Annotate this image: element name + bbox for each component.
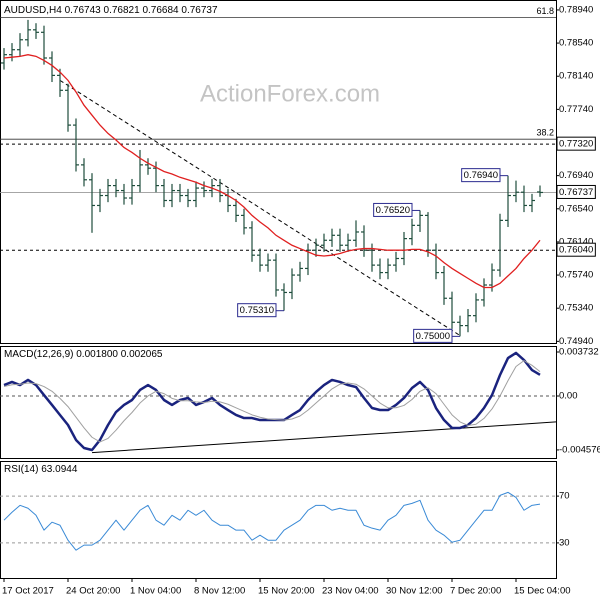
last-low: 0.76684 [142,5,179,16]
y-tick-label: 30 [559,537,570,548]
last-open: 0.76743 [65,5,102,16]
annotation-label: 0.76940 [464,170,498,181]
x-tick-label: 23 Nov 04:00 [322,586,379,597]
y-tick-label: 0.76540 [559,203,593,214]
y-tick-label: -0.004576 [559,444,600,455]
last-high: 0.76821 [104,5,141,16]
y-tick-label: 0.75340 [559,303,593,314]
panel-frame [0,461,557,579]
fib-label: 61.8 [536,6,554,16]
annotation-label: 0.75000 [416,331,450,342]
x-tick-label: 24 Oct 20:00 [66,586,120,597]
level-label: 0.76040 [559,245,593,256]
x-tick-label: 7 Dec 20:00 [450,586,501,597]
series-line [3,491,541,551]
macd-title: MACD(12,26,9) [4,349,73,360]
rsi-last: 63.0944 [41,464,78,475]
annotation-label: 0.75310 [240,305,274,316]
x-tick-label: 8 Nov 12:00 [194,586,245,597]
y-tick-label: 0.74940 [559,336,593,347]
y-tick-label: 0.78940 [559,4,593,15]
y-tick-label: 0.76940 [559,170,593,181]
x-tick-label: 15 Nov 20:00 [258,586,315,597]
panel-frame [0,0,557,344]
level-label: 0.77320 [559,139,593,150]
trendline [91,421,557,454]
macd-header: MACD(12,26,9) 0.001800 0.002065 [4,349,163,360]
macd-last: 0.001800 [76,349,118,360]
y-tick-label: 0.78540 [559,38,593,49]
y-tick-label: 0.003732 [559,347,599,358]
level-label-box [556,136,596,151]
panel-frame [0,346,557,459]
y-tick-label: 70 [559,491,570,502]
rsi-header: RSI(14) 63.0944 [4,464,78,475]
watermark: ActionForex.com [200,80,380,107]
symbol: AUDUSD,H4 [4,5,62,16]
series-line [3,351,541,452]
fib-label: 38.2 [536,128,554,138]
current-price-label: 0.76737 [559,187,593,198]
moving-average [3,54,541,289]
price-header: AUDUSD,H4 0.76743 0.76821 0.76684 0.7673… [4,5,218,16]
annotation-label: 0.76520 [376,205,410,216]
x-tick-label: 17 Oct 2017 [2,586,54,597]
trendline [59,79,461,336]
y-tick-label: 0.00 [559,391,578,402]
current-price-label-box [556,184,596,199]
y-tick-label: 0.77740 [559,104,593,115]
y-tick-label: 0.75740 [559,270,593,281]
signal-last: 0.002065 [121,349,163,360]
y-tick-label: 0.76140 [559,236,593,247]
x-tick-label: 30 Nov 12:00 [386,586,443,597]
rsi-title: RSI(14) [4,464,38,475]
last-close: 0.76737 [181,5,218,16]
x-tick-label: 1 Nov 04:00 [130,586,181,597]
x-tick-label: 15 Dec 04:00 [514,586,571,597]
series-line [3,360,541,443]
y-tick-label: 0.78140 [559,71,593,82]
level-label-box [556,242,596,257]
